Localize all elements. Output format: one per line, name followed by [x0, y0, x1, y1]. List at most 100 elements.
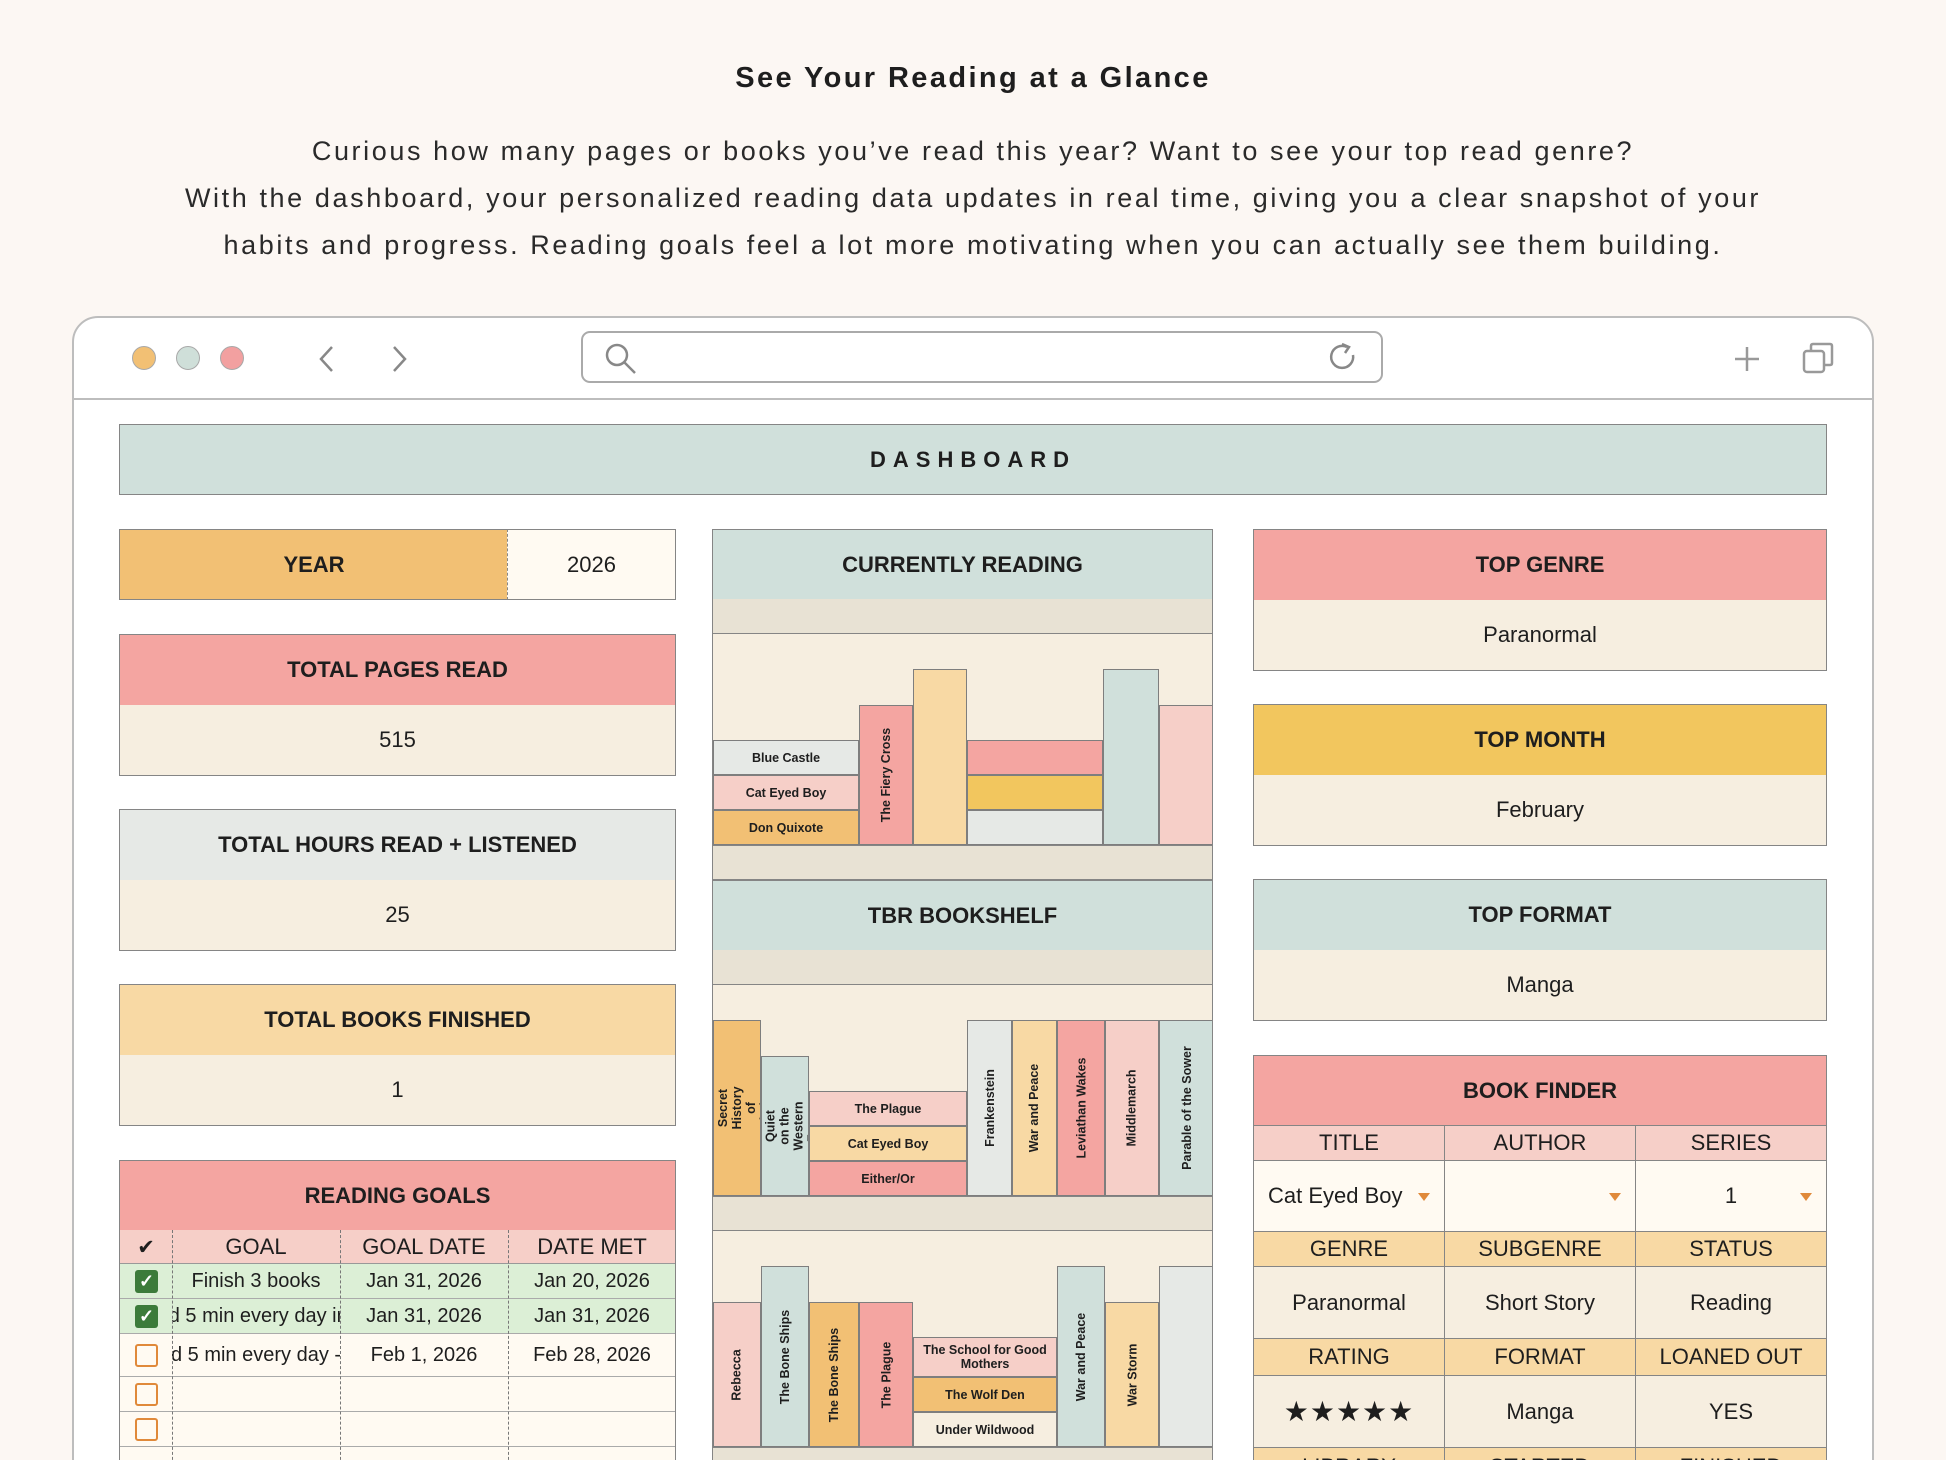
back-icon[interactable]	[316, 344, 338, 374]
book-spine-blank	[967, 810, 1103, 845]
book-war-storm[interactable]: War Storm	[1105, 1302, 1159, 1447]
finder-series-dropdown[interactable]: 1	[1635, 1160, 1827, 1232]
book-parable-of-the-sower[interactable]: Parable of the Sower	[1159, 1020, 1212, 1196]
window-minimize-dot[interactable]	[132, 346, 156, 370]
finder-status-value: Reading	[1635, 1266, 1827, 1339]
reading-goals-table: ✔ GOAL GOAL DATE DATE MET ✓ Finish 3 book…	[119, 1230, 676, 1460]
finder-loaned-out-label: LOANED OUT	[1635, 1338, 1827, 1376]
book-frankenstein[interactable]: Frankenstein	[967, 1020, 1012, 1196]
finder-genre-label: GENRE	[1253, 1231, 1445, 1267]
book-spine-blank	[1103, 669, 1159, 845]
checkbox-empty-icon[interactable]	[135, 1344, 158, 1367]
book-middlemarch[interactable]: Middlemarch	[1105, 1020, 1159, 1196]
goal-text[interactable]	[172, 1377, 340, 1412]
goal-row	[120, 1412, 675, 1447]
reload-icon[interactable]	[1327, 341, 1359, 375]
book-cat-eyed-boy[interactable]: Cat Eyed Boy	[809, 1126, 967, 1161]
book-a-secret-history-of-witches[interactable]: A Secret History of Witches	[713, 1020, 761, 1196]
book-don-quixote[interactable]: Don Quixote	[713, 810, 859, 845]
goal-row: ✓ d 5 min every day ir Jan 31, 2026 Jan 31,…	[120, 1299, 675, 1334]
book-cat-eyed-boy[interactable]: Cat Eyed Boy	[713, 775, 859, 810]
address-bar[interactable]	[581, 331, 1383, 383]
goal-date[interactable]: Feb 1, 2026	[370, 1344, 478, 1366]
top-genre-value: Paranormal	[1253, 600, 1827, 671]
new-tab-icon[interactable]	[1732, 344, 1762, 374]
total-hours-value: 25	[119, 880, 676, 951]
goal-date[interactable]	[340, 1377, 508, 1412]
tabs-icon[interactable]	[1800, 340, 1836, 376]
top-month-label: TOP MONTH	[1253, 704, 1827, 776]
book-the-bone-ships[interactable]: The Bone Ships	[761, 1266, 809, 1447]
finder-title-value: Cat Eyed Boy	[1268, 1183, 1403, 1208]
finder-series-value: 1	[1724, 1183, 1738, 1208]
book-war-and-peace[interactable]: War and Peace	[1012, 1020, 1057, 1196]
checkbox-empty-icon[interactable]	[135, 1418, 158, 1441]
checkbox-empty-icon[interactable]	[135, 1383, 158, 1406]
finder-loaned-out-value: YES	[1635, 1375, 1827, 1448]
finder-genre-value: Paranormal	[1253, 1266, 1445, 1339]
year-value[interactable]: 2026	[507, 529, 676, 600]
total-books-label: TOTAL BOOKS FINISHED	[119, 984, 676, 1056]
checkbox-checked-icon[interactable]: ✓	[135, 1270, 158, 1293]
book-finder-table: TITLE AUTHOR SERIES Cat Eyed Boy 1 GENRE…	[1253, 1125, 1827, 1460]
goals-header-date-met: DATE MET	[537, 1234, 647, 1259]
finder-format-value: Manga	[1444, 1375, 1636, 1448]
currently-reading-shelf: Blue Castle Cat Eyed Boy Don Quixote The…	[712, 599, 1213, 880]
book-war-and-peace[interactable]: War and Peace	[1057, 1266, 1105, 1447]
finder-rating-stars: ★★★★★	[1253, 1375, 1445, 1448]
goal-date[interactable]: Jan 31, 2026	[366, 1270, 482, 1292]
hero-line-3: habits and progress. Reading goals feel …	[223, 230, 1723, 260]
goal-date[interactable]	[340, 1412, 508, 1447]
finder-author-label: AUTHOR	[1444, 1125, 1636, 1161]
top-month-value: February	[1253, 775, 1827, 846]
goal-date-met[interactable]: Jan 31, 2026	[534, 1305, 650, 1327]
goal-date-met[interactable]	[508, 1412, 675, 1447]
finder-title-label: TITLE	[1253, 1125, 1445, 1161]
book-the-plague[interactable]: The Plague	[809, 1091, 967, 1126]
goal-text[interactable]: d 5 min every day ir	[172, 1305, 340, 1327]
currently-reading-title: CURRENTLY READING	[712, 529, 1213, 600]
book-rebecca[interactable]: Rebecca	[713, 1302, 761, 1447]
goal-text[interactable]	[172, 1412, 340, 1447]
total-hours-label: TOTAL HOURS READ + LISTENED	[119, 809, 676, 881]
finder-subgenre-label: SUBGENRE	[1444, 1231, 1636, 1267]
book-the-plague[interactable]: The Plague	[859, 1302, 913, 1447]
book-spine-blank	[967, 740, 1103, 775]
goal-row	[120, 1377, 675, 1412]
book-all-quiet-on-the-western-front[interactable]: All Quiet on the Western Front	[761, 1056, 809, 1196]
hero-line-1: Curious how many pages or books you’ve r…	[311, 136, 1635, 166]
book-under-wildwood[interactable]: Under Wildwood	[913, 1412, 1057, 1447]
finder-title-dropdown[interactable]: Cat Eyed Boy	[1253, 1160, 1445, 1232]
finder-library-label: LIBRARY	[1253, 1447, 1445, 1460]
book-finder-title: BOOK FINDER	[1253, 1055, 1827, 1126]
book-blue-castle[interactable]: Blue Castle	[713, 740, 859, 775]
window-close-dot[interactable]	[220, 346, 244, 370]
hero-line-2: With the dashboard, your personalized re…	[184, 183, 1762, 213]
book-spine-blank	[1159, 705, 1212, 845]
book-either-or[interactable]: Either/Or	[809, 1161, 967, 1196]
finder-status-label: STATUS	[1635, 1231, 1827, 1267]
book-spine-blank	[967, 775, 1103, 810]
goal-text[interactable]: d 5 min every day -	[172, 1344, 340, 1366]
book-the-school-for-good-mothers[interactable]: The School for Good Mothers	[913, 1337, 1057, 1377]
finder-format-label: FORMAT	[1444, 1338, 1636, 1376]
dropdown-arrow-icon	[1800, 1193, 1812, 1201]
book-the-wolf-den[interactable]: The Wolf Den	[913, 1377, 1057, 1412]
book-the-bone-ships[interactable]: The Bone Ships	[809, 1302, 859, 1447]
search-icon	[605, 343, 636, 374]
finder-started-label: STARTED	[1444, 1447, 1636, 1460]
goal-date-met[interactable]: Jan 20, 2026	[534, 1270, 650, 1292]
book-the-fiery-cross[interactable]: The Fiery Cross	[859, 705, 913, 845]
checkbox-checked-icon[interactable]: ✓	[135, 1305, 158, 1328]
goal-text[interactable]: Finish 3 books	[191, 1270, 321, 1292]
tbr-shelf: A Secret History of Witches All Quiet on…	[712, 950, 1213, 1460]
finder-author-dropdown[interactable]	[1444, 1160, 1636, 1232]
goal-date-met[interactable]	[508, 1377, 675, 1412]
window-maximize-dot[interactable]	[176, 346, 200, 370]
hero-title: See Your Reading at a Glance	[735, 62, 1211, 94]
book-leviathan-wakes[interactable]: Leviathan Wakes	[1057, 1020, 1105, 1196]
forward-icon[interactable]	[388, 344, 410, 374]
goal-date[interactable]: Jan 31, 2026	[366, 1305, 482, 1327]
goal-date-met[interactable]: Feb 28, 2026	[533, 1344, 651, 1366]
total-books-value: 1	[119, 1055, 676, 1126]
